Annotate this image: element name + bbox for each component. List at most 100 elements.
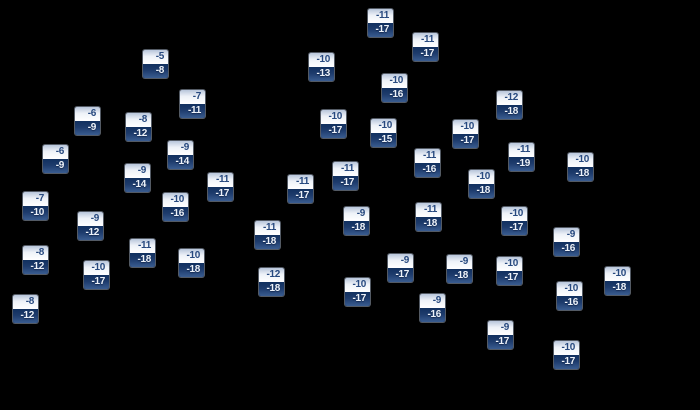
temp-marker[interactable]: -10 -16 (163, 193, 188, 221)
max-temp-value: -9 (78, 212, 103, 226)
temp-marker[interactable]: -10 -17 (554, 341, 579, 369)
temp-marker[interactable]: -11 -19 (509, 143, 534, 171)
temp-marker[interactable]: -6 -9 (75, 107, 100, 135)
min-temp-value: -18 (469, 184, 494, 198)
max-temp-value: -10 (309, 53, 334, 67)
temp-marker[interactable]: -10 -18 (469, 170, 494, 198)
temp-marker[interactable]: -12 -18 (259, 268, 284, 296)
temp-marker[interactable]: -7 -10 (23, 192, 48, 220)
max-temp-value: -11 (255, 221, 280, 235)
max-temp-value: -11 (413, 33, 438, 47)
min-temp-value: -16 (420, 308, 445, 322)
temp-marker[interactable]: -9 -12 (78, 212, 103, 240)
min-temp-value: -18 (568, 167, 593, 181)
temp-marker[interactable]: -8 -12 (23, 246, 48, 274)
temp-marker[interactable]: -9 -18 (344, 207, 369, 235)
min-temp-value: -18 (447, 269, 472, 283)
min-temp-value: -11 (180, 104, 205, 118)
temp-marker[interactable]: -10 -13 (309, 53, 334, 81)
max-temp-value: -7 (23, 192, 48, 206)
min-temp-value: -19 (509, 157, 534, 171)
temp-marker[interactable]: -10 -17 (497, 257, 522, 285)
min-temp-value: -17 (453, 134, 478, 148)
max-temp-value: -5 (143, 50, 168, 64)
min-temp-value: -18 (130, 253, 155, 267)
temp-marker[interactable]: -8 -12 (126, 113, 151, 141)
temp-marker[interactable]: -11 -17 (368, 9, 393, 37)
temp-marker[interactable]: -11 -18 (255, 221, 280, 249)
max-temp-value: -11 (333, 162, 358, 176)
max-temp-value: -8 (23, 246, 48, 260)
max-temp-value: -9 (388, 254, 413, 268)
min-temp-value: -17 (321, 124, 346, 138)
min-temp-value: -18 (259, 282, 284, 296)
temp-marker[interactable]: -11 -18 (130, 239, 155, 267)
temp-marker[interactable]: -10 -16 (557, 282, 582, 310)
temp-marker[interactable]: -9 -14 (125, 164, 150, 192)
temp-marker[interactable]: -11 -17 (413, 33, 438, 61)
min-temp-value: -17 (488, 335, 513, 349)
min-temp-value: -17 (208, 187, 233, 201)
temp-marker[interactable]: -10 -18 (179, 249, 204, 277)
temp-marker[interactable]: -11 -18 (416, 203, 441, 231)
temp-marker[interactable]: -11 -17 (333, 162, 358, 190)
temp-marker[interactable]: -12 -18 (497, 91, 522, 119)
temp-marker[interactable]: -10 -17 (453, 120, 478, 148)
min-temp-value: -17 (368, 23, 393, 37)
min-temp-value: -12 (78, 226, 103, 240)
max-temp-value: -10 (84, 261, 109, 275)
max-temp-value: -9 (447, 255, 472, 269)
max-temp-value: -7 (180, 90, 205, 104)
max-temp-value: -10 (497, 257, 522, 271)
temp-marker[interactable]: -10 -15 (371, 119, 396, 147)
min-temp-value: -17 (502, 221, 527, 235)
min-temp-value: -17 (333, 176, 358, 190)
max-temp-value: -10 (502, 207, 527, 221)
max-temp-value: -11 (416, 203, 441, 217)
temp-marker[interactable]: -8 -12 (13, 295, 38, 323)
max-temp-value: -10 (345, 278, 370, 292)
temp-marker[interactable]: -11 -17 (288, 175, 313, 203)
min-temp-value: -17 (497, 271, 522, 285)
max-temp-value: -11 (415, 149, 440, 163)
min-temp-value: -17 (388, 268, 413, 282)
temp-marker[interactable]: -9 -16 (420, 294, 445, 322)
temp-marker[interactable]: -10 -17 (345, 278, 370, 306)
min-temp-value: -15 (371, 133, 396, 147)
min-temp-value: -17 (554, 355, 579, 369)
max-temp-value: -10 (469, 170, 494, 184)
temp-marker[interactable]: -11 -17 (208, 173, 233, 201)
max-temp-value: -11 (208, 173, 233, 187)
min-temp-value: -16 (554, 242, 579, 256)
max-temp-value: -10 (179, 249, 204, 263)
temp-marker[interactable]: -11 -16 (415, 149, 440, 177)
min-temp-value: -17 (288, 189, 313, 203)
min-temp-value: -18 (255, 235, 280, 249)
temp-marker[interactable]: -10 -18 (605, 267, 630, 295)
max-temp-value: -10 (371, 119, 396, 133)
temp-marker[interactable]: -5 -8 (143, 50, 168, 78)
max-temp-value: -10 (382, 74, 407, 88)
temp-marker[interactable]: -7 -11 (180, 90, 205, 118)
temp-marker[interactable]: -10 -17 (502, 207, 527, 235)
temp-marker[interactable]: -10 -17 (321, 110, 346, 138)
min-temp-value: -16 (557, 296, 582, 310)
temp-marker[interactable]: -9 -18 (447, 255, 472, 283)
max-temp-value: -8 (13, 295, 38, 309)
temp-marker[interactable]: -6 -9 (43, 145, 68, 173)
max-temp-value: -8 (126, 113, 151, 127)
temp-marker[interactable]: -10 -18 (568, 153, 593, 181)
max-temp-value: -9 (420, 294, 445, 308)
temp-marker[interactable]: -9 -17 (388, 254, 413, 282)
max-temp-value: -10 (557, 282, 582, 296)
min-temp-value: -16 (163, 207, 188, 221)
temp-marker[interactable]: -10 -17 (84, 261, 109, 289)
temp-marker[interactable]: -9 -16 (554, 228, 579, 256)
temp-marker[interactable]: -10 -16 (382, 74, 407, 102)
max-temp-value: -12 (497, 91, 522, 105)
temp-marker[interactable]: -9 -17 (488, 321, 513, 349)
min-temp-value: -18 (416, 217, 441, 231)
min-temp-value: -13 (309, 67, 334, 81)
temp-marker[interactable]: -9 -14 (168, 141, 193, 169)
